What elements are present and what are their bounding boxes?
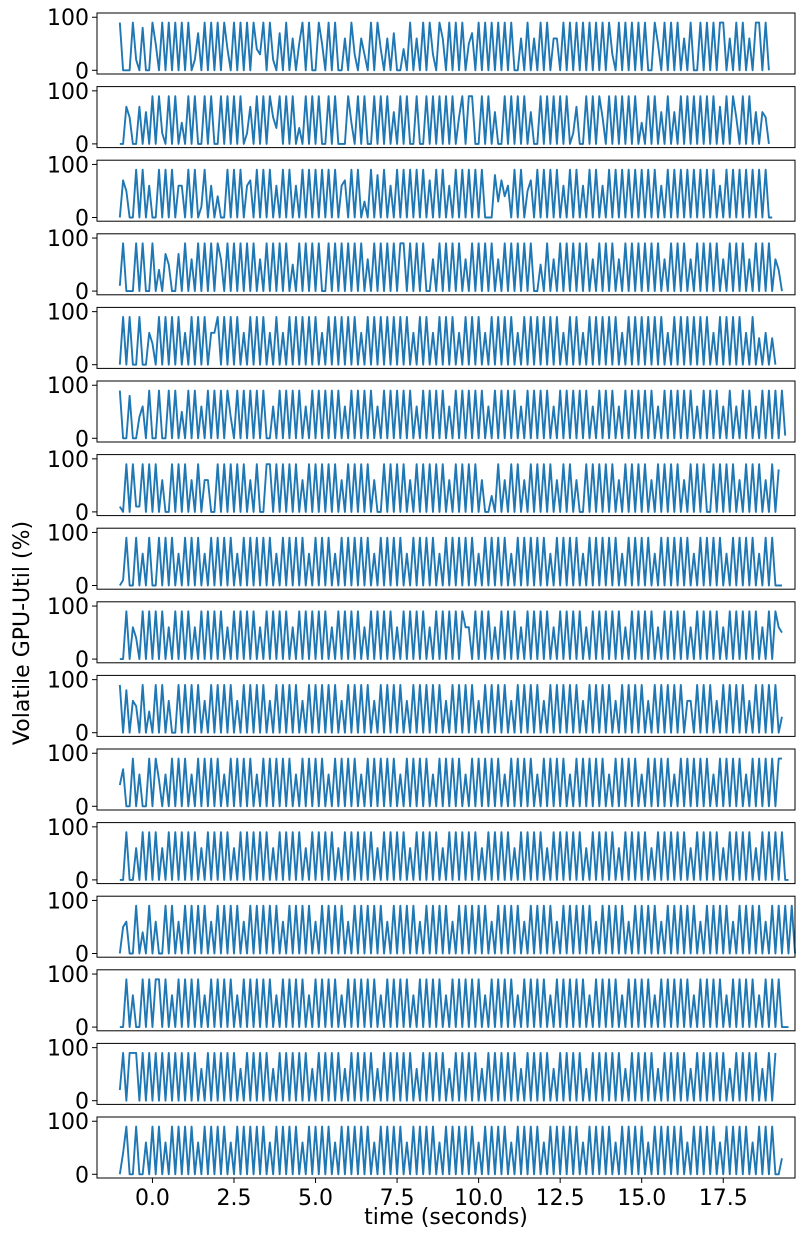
y-tick-label: 0	[75, 574, 89, 599]
y-tick-label: 100	[47, 595, 89, 620]
panel-frame	[96, 233, 796, 296]
y-tick-label: 0	[75, 280, 89, 305]
panel-11: 0 100	[47, 742, 796, 820]
panel-9: 0 100	[47, 595, 796, 673]
panel-13: 0 100	[47, 889, 796, 967]
series-line-2	[119, 95, 770, 145]
y-tick-label: 0	[75, 206, 89, 231]
panel-frame	[96, 969, 796, 1032]
series-line-16	[118, 1125, 783, 1176]
x-tick-label: 15.0	[617, 1186, 666, 1211]
x-axis-label: time (seconds)	[364, 1205, 528, 1230]
panel-15: 0 100	[47, 1037, 796, 1115]
y-tick-label: 0	[75, 648, 89, 673]
panel-14: 0 100	[47, 963, 796, 1041]
x-tick-label: 12.5	[536, 1186, 585, 1211]
panels-group: 0100010001000100010001000100010001000100…	[47, 6, 796, 1211]
y-tick-label: 100	[47, 889, 89, 914]
x-tick-label: 10.0	[454, 1186, 503, 1211]
y-tick-label: 0	[75, 1016, 89, 1041]
x-tick-label: 2.5	[216, 1186, 251, 1211]
panel-frame	[96, 306, 796, 369]
series-line-9	[119, 610, 783, 661]
series-line-13	[118, 904, 796, 955]
y-axis-label: Volatile GPU-Util (%)	[10, 521, 35, 745]
y-tick-label: 100	[47, 301, 89, 326]
y-tick-label: 0	[75, 1163, 89, 1188]
y-tick-label: 100	[47, 80, 89, 105]
panel-frame	[96, 527, 796, 590]
series-line-10	[118, 684, 783, 734]
x-tick-label: 5.0	[298, 1186, 333, 1211]
series-line-11	[118, 757, 782, 808]
panel-frame	[96, 895, 796, 958]
series-line-4	[118, 242, 783, 293]
y-tick-label: 100	[47, 1110, 89, 1135]
panel-3: 0 100	[47, 153, 796, 231]
series-line-5	[118, 316, 777, 366]
panel-4: 0 100	[47, 227, 796, 305]
series-line-12	[119, 831, 789, 881]
panel-6: 0 100	[47, 374, 796, 452]
series-line-3	[118, 168, 773, 219]
series-line-8	[119, 536, 782, 587]
panel-8: 0 100	[47, 521, 796, 599]
panel-frame	[96, 12, 796, 75]
series-line-1	[118, 21, 770, 72]
panel-7: 0 100	[47, 448, 796, 526]
panel-frame	[96, 822, 796, 885]
y-tick-label: 100	[47, 669, 89, 694]
y-tick-label: 100	[47, 963, 89, 988]
panel-10: 0 100	[47, 669, 796, 747]
y-tick-label: 0	[75, 869, 89, 894]
y-tick-label: 0	[75, 501, 89, 526]
panel-1: 0 100	[47, 6, 796, 84]
panel-frame	[96, 454, 796, 517]
y-tick-label: 0	[75, 427, 89, 452]
y-tick-label: 0	[75, 59, 89, 84]
x-tick-label: 0.0	[135, 1186, 170, 1211]
y-tick-label: 100	[47, 521, 89, 546]
y-tick-label: 100	[47, 227, 89, 252]
series-line-14	[119, 978, 789, 1029]
x-tick-label: 7.5	[380, 1186, 415, 1211]
panel-frame	[96, 159, 796, 222]
y-tick-label: 100	[47, 816, 89, 841]
panel-frame	[96, 380, 796, 443]
panel-frame	[96, 86, 796, 149]
panel-12: 0 100	[47, 816, 796, 894]
y-tick-label: 0	[75, 722, 89, 747]
panel-frame	[96, 1116, 796, 1179]
y-tick-label: 0	[75, 354, 89, 379]
panel-frame	[96, 748, 796, 811]
panel-5: 0 100	[47, 301, 796, 379]
y-tick-label: 100	[47, 742, 89, 767]
y-tick-label: 0	[75, 795, 89, 820]
series-line-6	[118, 389, 787, 440]
y-tick-label: 0	[75, 133, 89, 158]
panel-2: 0 100	[47, 80, 796, 158]
series-line-15	[118, 1051, 777, 1102]
y-tick-label: 100	[47, 153, 89, 178]
panel-frame	[96, 1042, 796, 1105]
y-tick-label: 100	[47, 448, 89, 473]
panel-frame	[96, 674, 796, 737]
y-tick-label: 100	[47, 374, 89, 399]
series-line-7	[119, 463, 780, 513]
panel-16: 0 100	[47, 1110, 796, 1188]
y-tick-label: 0	[75, 1090, 89, 1115]
y-tick-label: 0	[75, 942, 89, 967]
y-tick-label: 100	[47, 1037, 89, 1062]
panel-frame	[96, 601, 796, 664]
x-tick-label: 17.5	[699, 1186, 748, 1211]
y-tick-label: 100	[47, 6, 89, 31]
